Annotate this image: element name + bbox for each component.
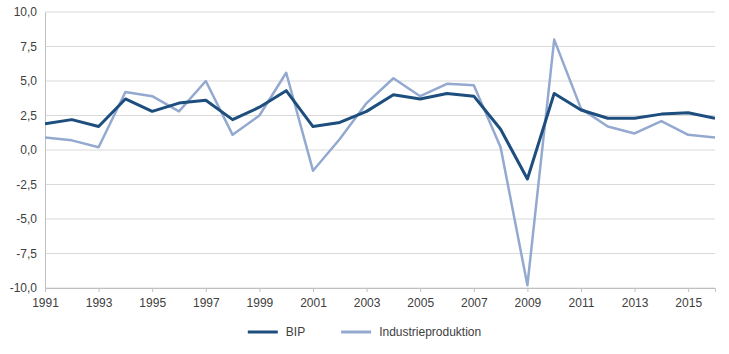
x-tick-label: 2003 <box>354 296 381 310</box>
x-tick: 2009 <box>515 288 542 310</box>
y-tick-label: -2,5 <box>16 178 37 192</box>
x-axis-line <box>46 289 716 293</box>
x-tick-label: 2005 <box>407 296 434 310</box>
x-tick-label: 2015 <box>675 296 702 310</box>
y-tick-label: 0,0 <box>20 143 37 157</box>
y-tick-label: 7,5 <box>20 40 37 54</box>
x-tick: 1993 <box>86 288 113 310</box>
grid-line <box>45 253 715 254</box>
x-tick-mark <box>99 288 100 292</box>
y-axis: -10,0 -7,5 -5,0 -2,5 0,0 2,5 5,0 7,5 10,0 <box>10 5 46 295</box>
y-tick: -7,5 <box>16 247 45 261</box>
grid <box>45 12 715 288</box>
grid-line <box>45 46 715 47</box>
grid-line <box>45 115 715 116</box>
y-tick-label: -5,0 <box>16 212 37 226</box>
grid-line <box>45 81 715 82</box>
plot: -10,0-7,5-5,0-2,50,02,55,07,510,01991199… <box>10 5 716 309</box>
legend-swatch <box>341 331 371 334</box>
legend-swatch <box>248 331 278 334</box>
x-tick-mark <box>420 288 421 292</box>
x-tick: 2005 <box>407 288 434 310</box>
x-tick-label: 1991 <box>32 296 59 310</box>
x-tick-mark <box>635 288 636 292</box>
grid-line <box>45 12 715 13</box>
series-line <box>45 40 715 286</box>
x-tick: 1991 <box>32 288 59 310</box>
series-line <box>45 91 715 179</box>
x-tick-mark <box>206 288 207 292</box>
x-tick-label: 1993 <box>86 296 113 310</box>
x-tick-mark <box>259 288 260 292</box>
y-tick-label: -10,0 <box>10 281 38 295</box>
x-tick-label: 1997 <box>193 296 220 310</box>
x-tick-mark <box>474 288 475 292</box>
y-tick: 5,0 <box>20 74 45 88</box>
x-tick-label: 1999 <box>247 296 274 310</box>
x-tick: 2001 <box>300 288 327 310</box>
y-tick: -2,5 <box>16 178 45 192</box>
x-tick: 1995 <box>139 288 166 310</box>
y-tick: -10,0 <box>10 281 45 295</box>
x-tick: 2011 <box>569 288 595 310</box>
y-axis-line <box>45 13 46 289</box>
x-tick: 1997 <box>193 288 220 310</box>
y-tick: 0,0 <box>20 143 45 157</box>
grid-line <box>45 184 715 185</box>
x-tick: 2013 <box>622 288 649 310</box>
x-tick-label: 2013 <box>622 296 649 310</box>
chart: -10,0-7,5-5,0-2,50,02,55,07,510,01991199… <box>0 0 729 354</box>
x-tick-mark <box>367 288 368 292</box>
y-tick: 7,5 <box>20 40 45 54</box>
legend-label: BIP <box>286 325 305 339</box>
x-tick-mark <box>45 288 46 292</box>
x-tick-label: 2007 <box>461 296 488 310</box>
y-tick-label: 10,0 <box>14 5 38 19</box>
x-tick-mark <box>527 288 528 292</box>
y-tick: 10,0 <box>14 5 45 19</box>
x-tick-label: 2001 <box>300 296 327 310</box>
x-tick-mark <box>313 288 314 292</box>
series-group <box>45 40 715 286</box>
y-tick-label: 5,0 <box>20 74 37 88</box>
legend-item: BIP <box>248 325 305 339</box>
x-tick: 2007 <box>461 288 488 310</box>
x-axis: 1991 1993 1995 1997 1999 2001 2003 2005 2007 2009… <box>32 288 715 310</box>
grid-line <box>45 219 715 220</box>
x-tick-mark <box>688 288 689 292</box>
legend-item: Industrieproduktion <box>341 325 481 339</box>
x-tick: 2003 <box>354 288 381 310</box>
x-tick: 2015 <box>675 288 702 310</box>
x-tick: 1999 <box>247 288 274 310</box>
legend: BIP Industrieproduktion <box>248 325 481 339</box>
grid-line <box>45 150 715 151</box>
y-tick: -5,0 <box>16 212 45 226</box>
y-tick-label: 2,5 <box>20 109 37 123</box>
legend-label: Industrieproduktion <box>379 325 481 339</box>
x-tick-label: 2009 <box>515 296 542 310</box>
y-tick: 2,5 <box>20 109 45 123</box>
x-tick-label: 1995 <box>139 296 166 310</box>
y-tick-label: -7,5 <box>16 247 37 261</box>
x-tick-mark <box>152 288 153 292</box>
x-tick-mark <box>581 288 582 292</box>
x-tick-label: 2011 <box>569 296 595 310</box>
